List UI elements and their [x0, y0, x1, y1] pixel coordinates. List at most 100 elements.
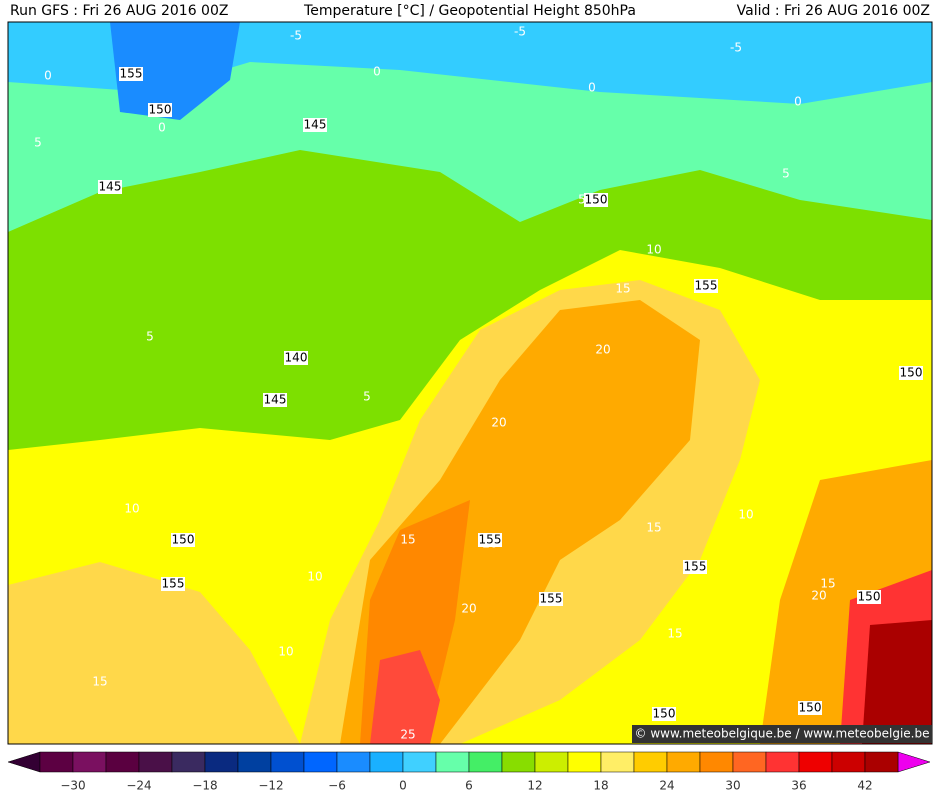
- region: [110, 22, 240, 120]
- temperature-label: 15: [615, 282, 630, 296]
- colorbar-box: [468, 751, 503, 773]
- colorbar-box: [39, 751, 74, 773]
- temperature-label: 15: [400, 533, 415, 547]
- run-label: Run GFS : Fri 26 AUG 2016 00Z: [10, 3, 228, 19]
- temperature-label: 20: [595, 343, 610, 357]
- height-label-box: [683, 560, 707, 574]
- region: [8, 22, 932, 104]
- colorbar-tick-label: 0: [399, 779, 407, 793]
- watermark: © www.meteobelgique.be / www.meteobelgie…: [635, 727, 930, 741]
- height-label: 145: [99, 180, 122, 194]
- height-label-box: [694, 279, 718, 293]
- temperature-label: -5: [730, 41, 742, 55]
- colorbar-box: [666, 751, 701, 773]
- temperature-label: 25: [400, 728, 415, 742]
- temperature-label: 5: [578, 193, 586, 207]
- colorbar-box: [732, 751, 767, 773]
- temperature-label: 5: [782, 167, 790, 181]
- colorbar-box: [237, 751, 272, 773]
- colorbar-tick-label: 6: [465, 779, 473, 793]
- height-label: 150: [858, 590, 881, 604]
- field: [7, 21, 933, 745]
- colorbar-tick-label: 18: [593, 779, 608, 793]
- colorbar-tick-label: −30: [60, 779, 85, 793]
- temperature-label: 10: [646, 243, 661, 257]
- region: [862, 620, 932, 744]
- colorbar-box: [270, 751, 305, 773]
- colorbar-tick-label: −12: [258, 779, 283, 793]
- temperature-label: 10: [307, 570, 322, 584]
- temperature-label: 5: [363, 390, 371, 404]
- height-label-box: [478, 533, 502, 547]
- colorbar-tick-label: 12: [527, 779, 542, 793]
- height-label-box: [119, 67, 143, 81]
- colorbar-box: [171, 751, 206, 773]
- colorbar-tick-label: −18: [192, 779, 217, 793]
- height-label: 155: [479, 533, 502, 547]
- height-label: 155: [540, 592, 563, 606]
- height-label: 155: [695, 279, 718, 293]
- colorbar-box: [534, 751, 569, 773]
- region: [8, 562, 300, 744]
- temperature-label: 0: [588, 81, 596, 95]
- colorbar-box: [336, 751, 371, 773]
- temperature-label: 0: [794, 95, 802, 109]
- height-label-box: [263, 393, 287, 407]
- height-label: 150: [149, 103, 172, 117]
- temperature-label: 10: [124, 502, 139, 516]
- temperature-label: 5: [34, 136, 42, 150]
- colorbar-box: [369, 751, 404, 773]
- height-label: 155: [684, 560, 707, 574]
- colorbar-box: [600, 751, 635, 773]
- colorbar-box: [567, 751, 602, 773]
- temperature-label: 10: [738, 508, 753, 522]
- colorbar-tick-label: −6: [328, 779, 346, 793]
- colorbar-arrow: [7, 751, 41, 773]
- height-label-box: [798, 701, 822, 715]
- temperature-label: 20: [811, 589, 826, 603]
- height-label-box: [284, 351, 308, 365]
- map-title: Temperature [°C] / Geopotential Height 8…: [303, 3, 636, 19]
- colorbar: −30 −24 −18 −12 −6 0 6 12 18 24 30 36 42: [7, 751, 931, 793]
- height-label: 150: [653, 707, 676, 721]
- height-label-box: [857, 590, 881, 604]
- height-label-box: [171, 533, 195, 547]
- height-label-box: [303, 118, 327, 132]
- temperature-label: -5: [514, 25, 526, 39]
- temperature-label: 15: [646, 521, 661, 535]
- colorbar-box: [303, 751, 338, 773]
- watermark-box: [632, 725, 932, 743]
- height-label-box: [539, 592, 563, 606]
- colorbar-box: [105, 751, 140, 773]
- region: [370, 650, 440, 744]
- colorbar-box: [204, 751, 239, 773]
- height-label-box: [899, 366, 923, 380]
- temperature-label: -5: [290, 29, 302, 43]
- height-label: 150: [585, 193, 608, 207]
- height-label: 150: [172, 533, 195, 547]
- colorbar-tick-label: 36: [791, 779, 806, 793]
- height-label-box: [584, 193, 608, 207]
- colorbar-box: [765, 751, 800, 773]
- temperature-label: 15: [92, 675, 107, 689]
- colorbar-tick-label: −24: [126, 779, 151, 793]
- colorbar-tick-label: 24: [659, 779, 674, 793]
- colorbar-tick-label: 30: [725, 779, 740, 793]
- temperature-label: 15: [667, 627, 682, 641]
- temperature-label: 5: [146, 330, 154, 344]
- colorbar-box: [72, 751, 107, 773]
- temperature-label: 20: [491, 416, 506, 430]
- height-label-box: [98, 180, 122, 194]
- height-label-box: [652, 707, 676, 721]
- temperature-label: 15: [820, 577, 835, 591]
- height-label: 150: [799, 701, 822, 715]
- temperature-label: 10: [278, 645, 293, 659]
- colorbar-arrow: [897, 751, 931, 773]
- colorbar-box: [864, 751, 899, 773]
- temperature-label: 20: [461, 602, 476, 616]
- colorbar-box: [798, 751, 833, 773]
- height-label-box: [148, 103, 172, 117]
- colorbar-box: [831, 751, 866, 773]
- temperature-label: 0: [373, 65, 381, 79]
